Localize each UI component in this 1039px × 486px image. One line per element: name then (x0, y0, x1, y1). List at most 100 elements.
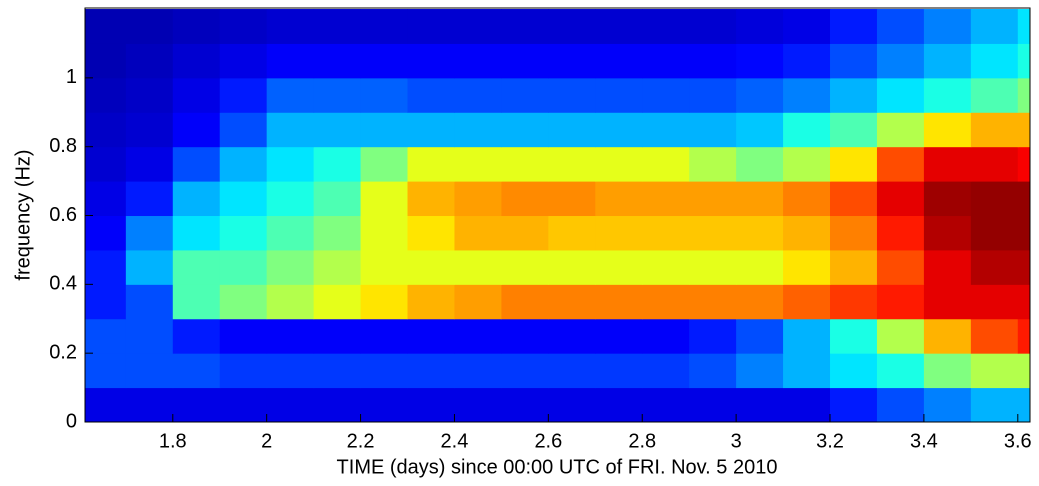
heatmap-cell (407, 284, 455, 320)
heatmap-cell (172, 9, 221, 44)
heatmap-cell (360, 249, 409, 285)
heatmap-cell (736, 284, 784, 320)
heatmap-cell (923, 112, 972, 148)
heatmap-cell (970, 215, 1019, 251)
heatmap-cell (454, 215, 502, 251)
heatmap-cell (125, 249, 174, 285)
heatmap-cell (923, 77, 972, 113)
heatmap-cell (548, 353, 596, 389)
heatmap-cell (360, 318, 409, 354)
heatmap-cell (454, 146, 502, 182)
x-axis-label: TIME (days) since 00:00 UTC of FRI. Nov.… (337, 456, 778, 478)
heatmap-cell (830, 249, 878, 285)
heatmap (85, 9, 1030, 422)
heatmap-cell (407, 318, 455, 354)
heatmap-cell (407, 387, 455, 422)
heatmap-cell (313, 77, 362, 113)
heatmap-cell (642, 353, 690, 389)
heatmap-cell (125, 181, 174, 217)
heatmap-cell (595, 43, 643, 79)
heatmap-cell (85, 77, 127, 113)
heatmap-cell (923, 249, 972, 285)
heatmap-cell (360, 387, 409, 422)
heatmap-cell (830, 353, 878, 389)
heatmap-cell (501, 284, 549, 320)
heatmap-cell (266, 146, 315, 182)
heatmap-cell (830, 181, 878, 217)
heatmap-cell (219, 387, 268, 422)
heatmap-cell (501, 43, 549, 79)
heatmap-cell (219, 112, 268, 148)
heatmap-cell (313, 9, 362, 44)
heatmap-cell (736, 353, 784, 389)
heatmap-cell (360, 77, 409, 113)
heatmap-cell (595, 146, 643, 182)
heatmap-cell (313, 249, 362, 285)
heatmap-cell (266, 284, 315, 320)
heatmap-cell (548, 284, 596, 320)
heatmap-cell (642, 215, 690, 251)
heatmap-cell (830, 43, 878, 79)
heatmap-cell (736, 112, 784, 148)
heatmap-cell (876, 146, 925, 182)
heatmap-cell (783, 284, 831, 320)
heatmap-cell (923, 146, 972, 182)
heatmap-cell (830, 318, 878, 354)
heatmap-cell (172, 43, 221, 79)
heatmap-cell (970, 146, 1019, 182)
heatmap-cell (125, 387, 174, 422)
heatmap-cell (876, 353, 925, 389)
heatmap-cell (830, 284, 878, 320)
heatmap-cell (595, 284, 643, 320)
heatmap-cell (313, 353, 362, 389)
heatmap-cell (548, 112, 596, 148)
heatmap-cell (219, 77, 268, 113)
heatmap-cell (689, 249, 737, 285)
heatmap-cell (783, 318, 831, 354)
heatmap-cell (548, 146, 596, 182)
heatmap-cell (454, 43, 502, 79)
heatmap-cell (266, 353, 315, 389)
heatmap-cell (548, 249, 596, 285)
heatmap-cell (407, 9, 455, 44)
heatmap-cell (85, 43, 127, 79)
heatmap-cell (85, 146, 127, 182)
heatmap-cell (595, 9, 643, 44)
heatmap-cell (783, 77, 831, 113)
heatmap-cell (360, 215, 409, 251)
heatmap-cell (266, 9, 315, 44)
heatmap-cell (642, 146, 690, 182)
heatmap-cell (219, 353, 268, 389)
heatmap-cell (360, 146, 409, 182)
heatmap-cell (548, 215, 596, 251)
heatmap-cell (172, 215, 221, 251)
heatmap-cell (313, 112, 362, 148)
heatmap-cell (407, 77, 455, 113)
heatmap-cell (689, 353, 737, 389)
heatmap-cell (454, 387, 502, 422)
heatmap-cell (830, 387, 878, 422)
x-tick-label: 2.4 (441, 430, 469, 452)
heatmap-cell (970, 9, 1019, 44)
heatmap-cell (642, 181, 690, 217)
heatmap-cell (85, 284, 127, 320)
heatmap-cell (266, 318, 315, 354)
heatmap-cell (595, 77, 643, 113)
heatmap-cell (407, 215, 455, 251)
heatmap-cell (85, 112, 127, 148)
heatmap-cell (172, 318, 221, 354)
heatmap-cell (876, 387, 925, 422)
heatmap-cell (595, 387, 643, 422)
heatmap-cell (360, 284, 409, 320)
heatmap-cell (313, 43, 362, 79)
heatmap-cell (266, 112, 315, 148)
heatmap-cell (125, 43, 174, 79)
heatmap-cell (736, 43, 784, 79)
heatmap-cell (876, 284, 925, 320)
y-tick-label: 1 (66, 66, 77, 88)
heatmap-cell (783, 249, 831, 285)
x-tick-label: 3 (731, 430, 742, 452)
heatmap-cell (360, 181, 409, 217)
heatmap-cell (125, 318, 174, 354)
heatmap-cell (501, 112, 549, 148)
